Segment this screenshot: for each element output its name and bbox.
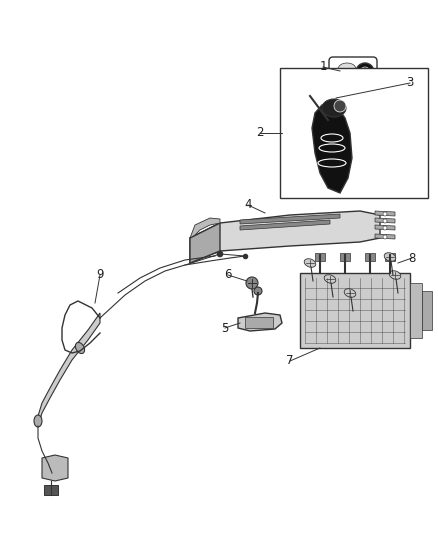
Circle shape (383, 226, 387, 230)
Ellipse shape (384, 253, 396, 261)
Circle shape (217, 251, 223, 257)
Ellipse shape (322, 99, 346, 117)
Polygon shape (190, 223, 220, 263)
Circle shape (326, 119, 334, 127)
Text: 9: 9 (96, 269, 104, 281)
Circle shape (383, 235, 387, 239)
Bar (385, 253, 395, 261)
Polygon shape (240, 220, 330, 230)
Bar (245, 317, 273, 328)
Circle shape (246, 277, 258, 289)
Bar (340, 253, 350, 261)
Bar (315, 253, 325, 261)
Circle shape (383, 212, 387, 216)
Text: 3: 3 (406, 77, 413, 90)
Text: 7: 7 (286, 354, 294, 367)
Text: 6: 6 (224, 269, 232, 281)
Text: 1: 1 (319, 61, 327, 74)
Polygon shape (375, 211, 395, 216)
FancyBboxPatch shape (300, 273, 410, 348)
Ellipse shape (338, 63, 356, 75)
Text: 4: 4 (244, 198, 252, 212)
Bar (280, 68, 428, 198)
Text: 5: 5 (221, 321, 229, 335)
Ellipse shape (75, 342, 85, 353)
Circle shape (383, 219, 387, 223)
Circle shape (254, 287, 262, 295)
Ellipse shape (304, 259, 316, 267)
Polygon shape (38, 313, 100, 426)
Bar (410, 283, 422, 338)
Polygon shape (240, 214, 340, 224)
Polygon shape (375, 234, 395, 239)
Polygon shape (190, 211, 380, 263)
Circle shape (356, 63, 374, 81)
Ellipse shape (389, 271, 401, 279)
Polygon shape (42, 455, 68, 481)
Bar (422, 291, 432, 330)
Ellipse shape (324, 274, 336, 283)
Ellipse shape (344, 289, 356, 297)
Polygon shape (312, 103, 352, 193)
Circle shape (360, 67, 370, 77)
FancyBboxPatch shape (329, 57, 377, 87)
Text: 8: 8 (408, 252, 416, 264)
Bar (44, 485, 58, 495)
Circle shape (334, 100, 346, 112)
Text: 2: 2 (256, 126, 264, 140)
Polygon shape (238, 313, 282, 331)
Polygon shape (190, 218, 220, 238)
Polygon shape (375, 218, 395, 223)
Ellipse shape (34, 415, 42, 427)
Bar (365, 253, 375, 261)
Polygon shape (375, 225, 395, 230)
